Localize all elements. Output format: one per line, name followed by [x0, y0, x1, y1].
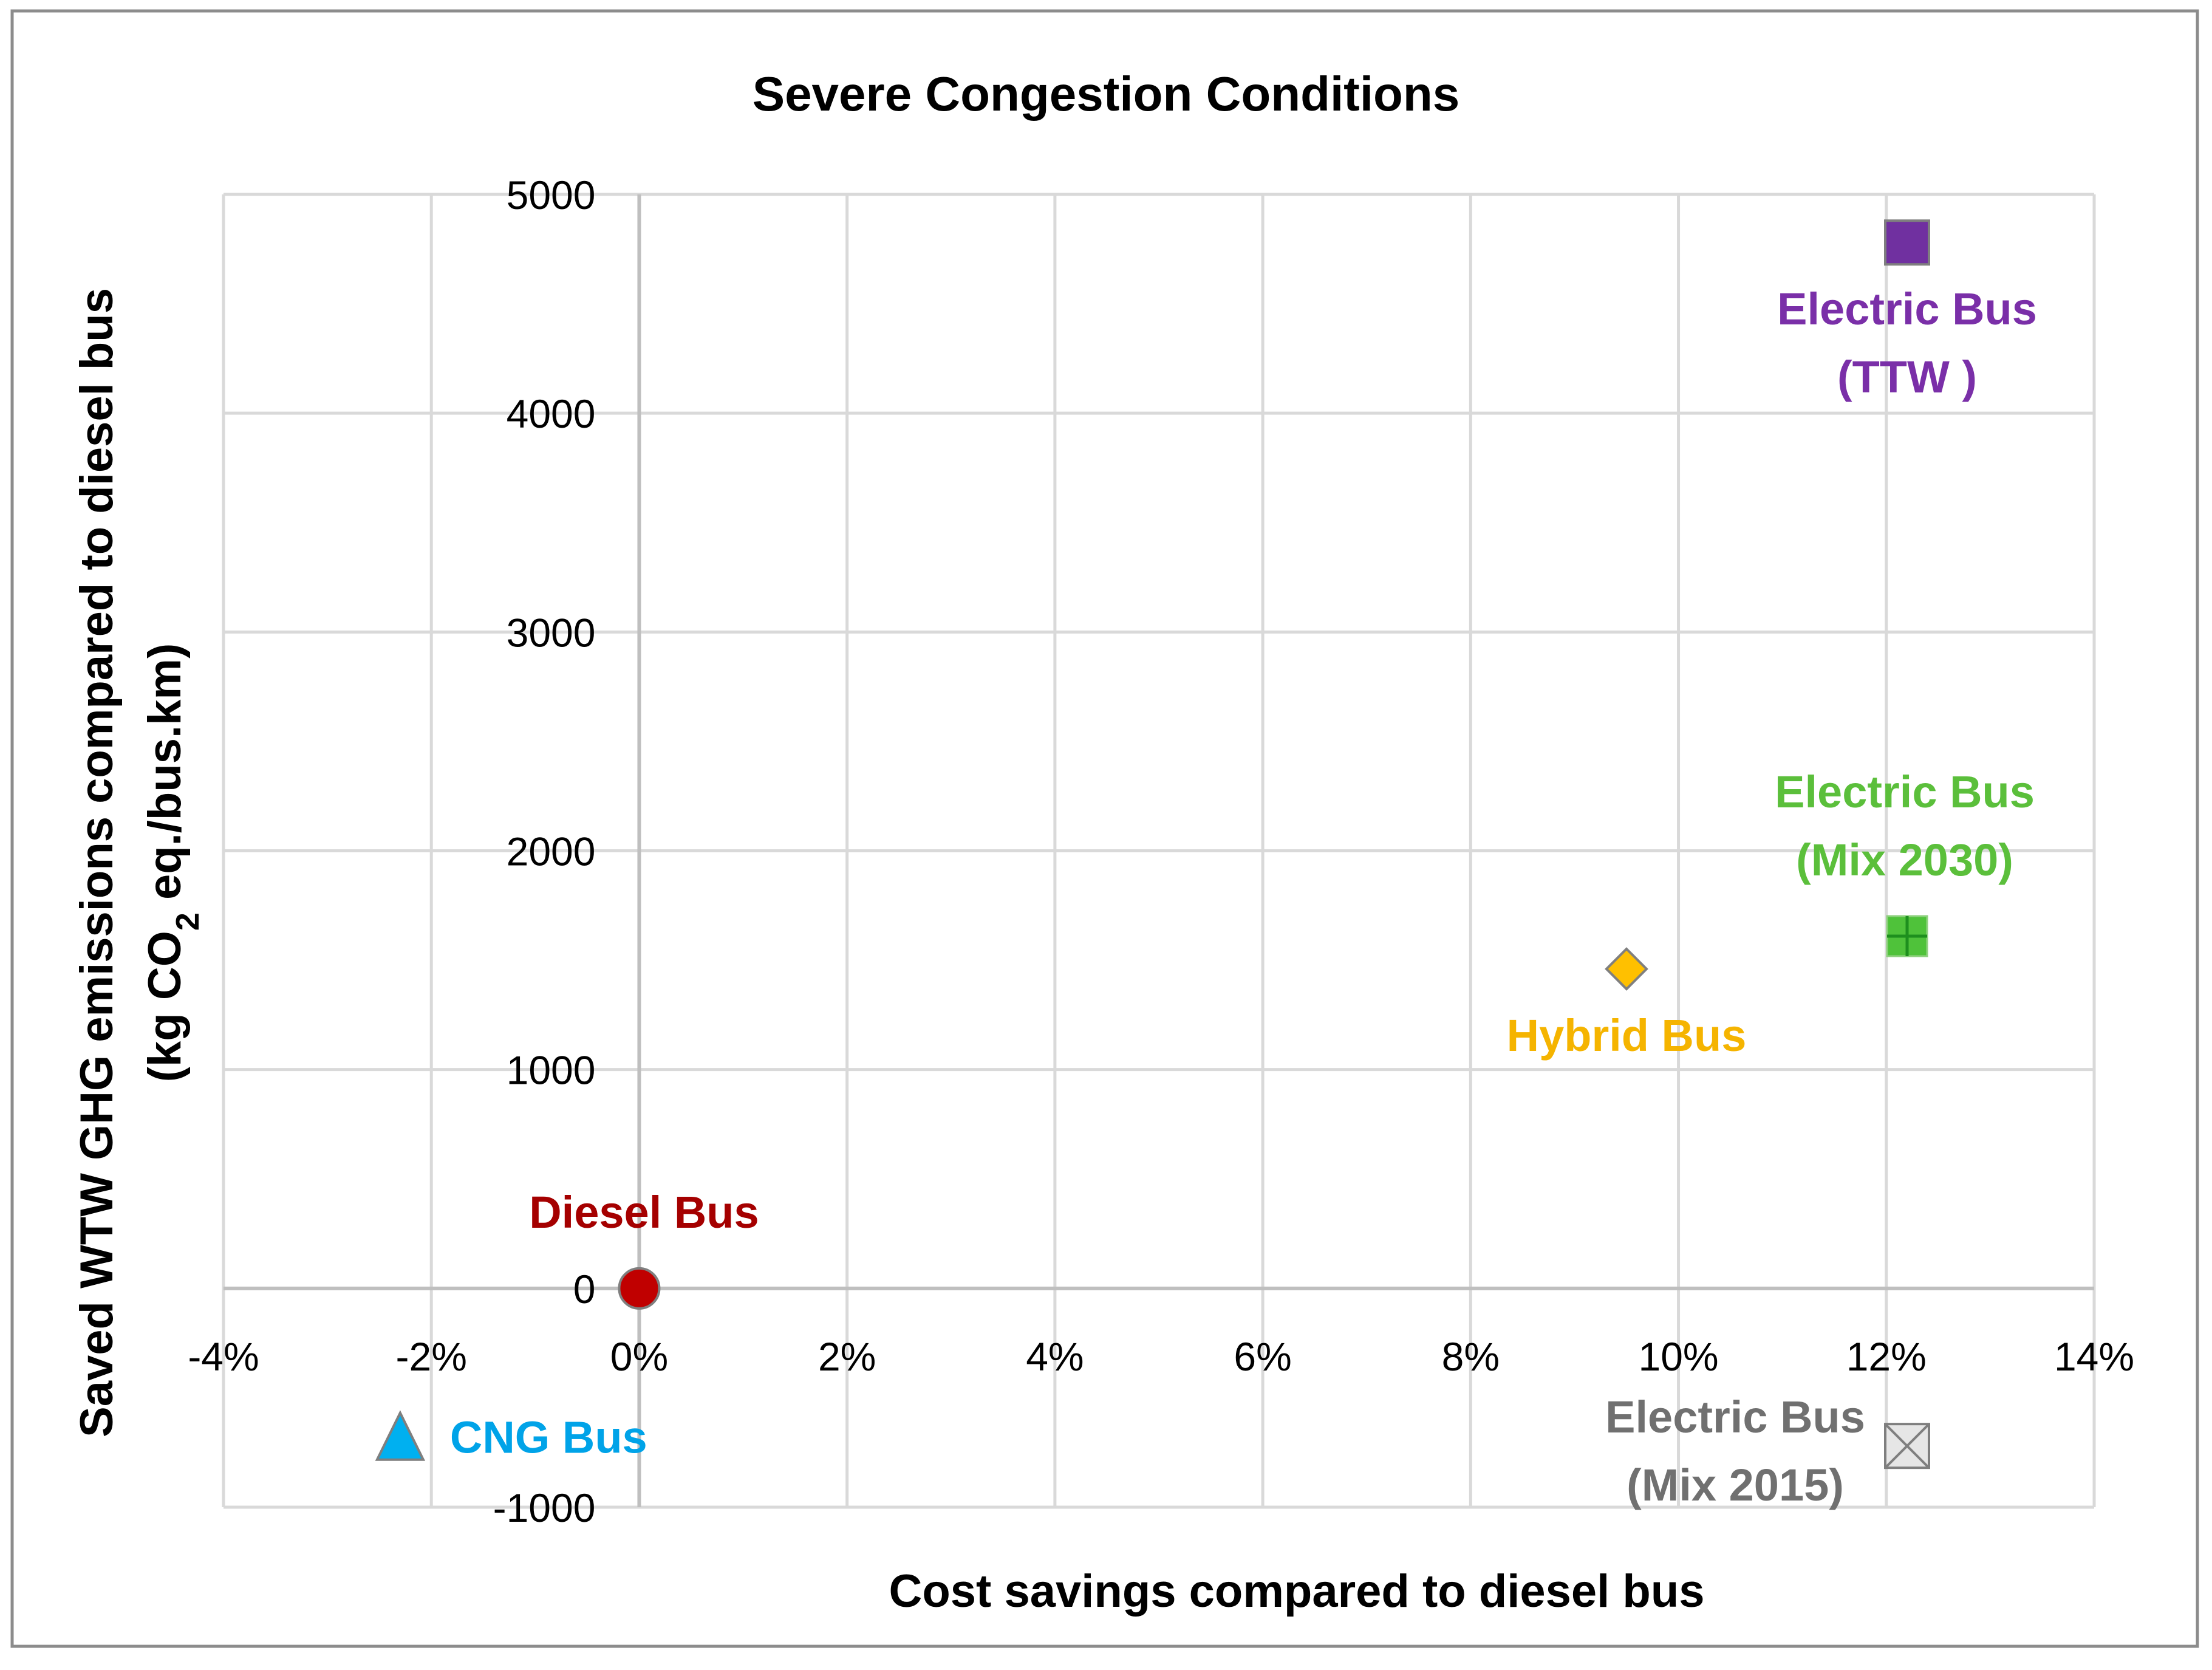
point-electric-bus-mix-2015-label: Electric Bus (Mix 2015)	[1605, 1392, 1865, 1510]
x-tick-label-0: -4%	[188, 1334, 259, 1379]
point-electric-bus-mix-2015-label-line-1: (Mix 2015)	[1627, 1460, 1844, 1510]
point-electric-bus-mix-2030-label-line-0: Electric Bus	[1775, 767, 2035, 817]
x-tick-label-1: -2%	[396, 1334, 467, 1379]
point-electric-bus-mix-2015-label-line-0: Electric Bus	[1605, 1392, 1865, 1442]
y-axis-label-line1: Saved WTW GHG emissions compared to dies…	[71, 288, 123, 1437]
point-diesel-bus-label-line-0: Diesel Bus	[529, 1187, 759, 1237]
point-electric-bus-mix-2030	[1886, 915, 1928, 957]
y-tick-label-6: -1000	[493, 1485, 596, 1530]
point-cng-bus-label: CNG Bus	[450, 1412, 647, 1463]
x-tick-label-7: 10%	[1639, 1334, 1719, 1379]
point-electric-bus-mix-2015-x2	[1884, 1423, 1930, 1469]
x-tick-label-6: 8%	[1442, 1334, 1500, 1379]
point-electric-bus-ttw-marker	[1884, 219, 1930, 266]
y-axis-label-subscript: 2	[169, 912, 206, 931]
y-tick-label-3: 2000	[507, 829, 596, 874]
point-diesel-bus-marker	[618, 1267, 661, 1310]
point-electric-bus-ttw-label-line-1: (TTW )	[1837, 352, 1977, 402]
point-electric-bus-ttw-label-line-0: Electric Bus	[1777, 284, 2037, 334]
point-diesel-bus-label: Diesel Bus	[529, 1187, 759, 1237]
point-cng-bus-label-line-0: CNG Bus	[450, 1412, 647, 1463]
tick-labels: -4% -2% 0% 2% 4% 6% 8% 10% 12% 14% 5000 4000 3000 200…	[188, 173, 2134, 1530]
point-diesel-bus	[618, 1267, 661, 1310]
point-electric-bus-ttw-label: Electric Bus (TTW )	[1777, 284, 2037, 402]
y-tick-label-1: 4000	[507, 391, 596, 436]
gridlines	[222, 193, 2096, 1509]
y-axis-label-prefix: (kg CO	[139, 931, 191, 1082]
x-tick-label-8: 12%	[1846, 1334, 1927, 1379]
point-hybrid-bus-label: Hybrid Bus	[1507, 1010, 1747, 1061]
chart-border	[10, 9, 2199, 1648]
point-hybrid-bus-marker	[1605, 947, 1648, 991]
point-electric-bus-mix-2030-label: Electric Bus (Mix 2030)	[1775, 767, 2035, 885]
chart-title: Severe Congestion Conditions	[753, 67, 1460, 121]
y-axis-label: Saved WTW GHG emissions compared to dies…	[71, 288, 206, 1437]
x-tick-label-3: 2%	[818, 1334, 876, 1379]
y-tick-label-2: 3000	[507, 610, 596, 655]
y-tick-label-5: 0	[573, 1267, 596, 1312]
x-axis-label: Cost savings compared to diesel bus	[889, 1566, 1704, 1617]
point-hybrid-bus	[1605, 947, 1648, 991]
y-tick-label-0: 5000	[507, 173, 596, 217]
point-cng-bus	[375, 1410, 426, 1461]
point-labels: Diesel Bus CNG Bus Hybrid Bus Electric Bus (…	[450, 284, 2037, 1510]
point-cng-bus-marker	[375, 1410, 426, 1461]
y-axis-label-line2: (kg CO2 eq./bus.km)	[139, 643, 206, 1083]
point-hybrid-bus-label-line-0: Hybrid Bus	[1507, 1010, 1747, 1061]
y-tick-label-4: 1000	[507, 1048, 596, 1093]
x-tick-label-5: 6%	[1234, 1334, 1291, 1379]
x-tick-label-9: 14%	[2054, 1334, 2134, 1379]
x-tick-label-4: 4%	[1026, 1334, 1084, 1379]
point-electric-bus-ttw	[1884, 219, 1930, 266]
point-electric-bus-mix-2015	[1884, 1423, 1930, 1470]
x-tick-label-2: 0%	[610, 1334, 668, 1379]
data-points	[375, 219, 1930, 1470]
point-electric-bus-mix-2030-label-line-1: (Mix 2030)	[1796, 835, 2013, 885]
y-axis-label-suffix: eq./bus.km)	[139, 643, 191, 912]
